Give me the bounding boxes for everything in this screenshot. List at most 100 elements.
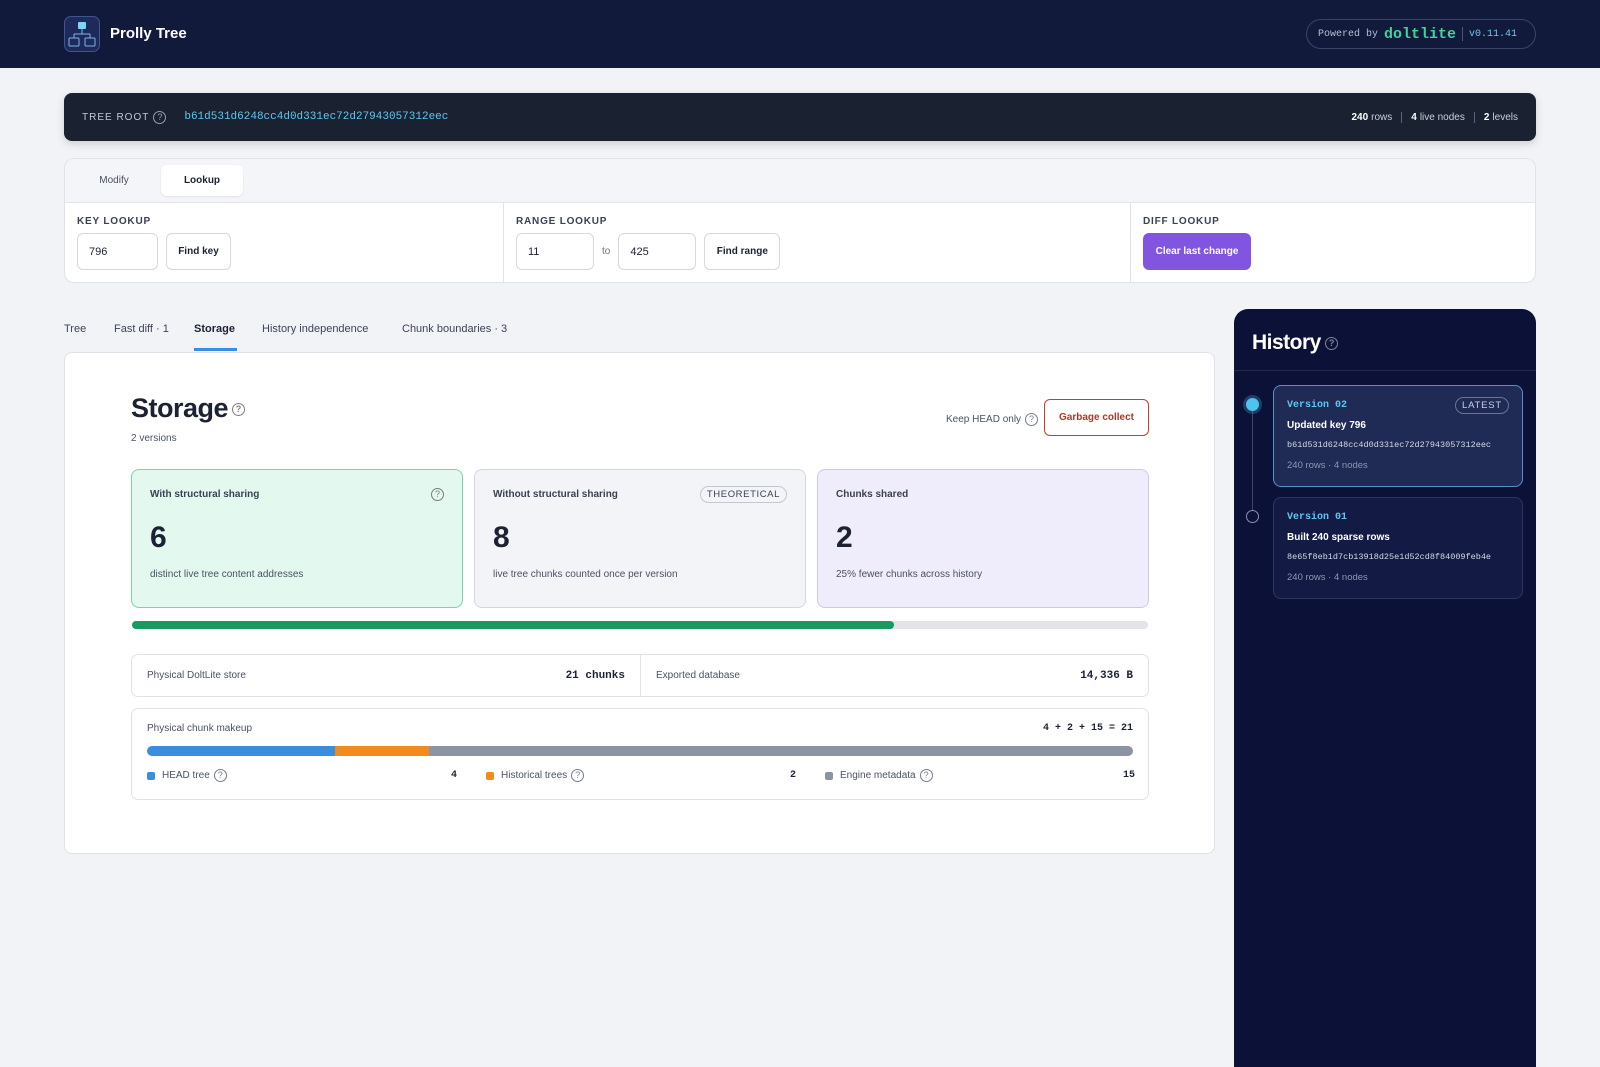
legend-item: Engine metadata? 15 <box>825 769 1135 782</box>
help-icon[interactable]: ? <box>213 769 227 782</box>
makeup-segment <box>334 746 429 756</box>
tree-root-bar: TREE ROOT ? b61d531d6248cc4d0d331ec72d27… <box>64 93 1536 141</box>
legend-name: Historical trees <box>501 770 568 781</box>
garbage-collect-button[interactable]: Garbage collect <box>1044 399 1149 436</box>
stat-card: With structural sharing? 6 distinct live t… <box>131 469 463 608</box>
key-input[interactable]: 796 <box>77 233 158 270</box>
version-meta: 240 rows · 4 nodes <box>1287 572 1368 583</box>
diff-lookup: DIFF LOOKUP Clear last change <box>1131 203 1535 282</box>
makeup-label: Physical chunk makeup <box>147 723 253 734</box>
version-badge: LATEST <box>1455 396 1509 414</box>
help-icon[interactable]: ? <box>232 403 246 417</box>
controls-tabs: Modify Lookup <box>65 159 1535 203</box>
legend-value: 2 <box>789 770 796 781</box>
help-icon[interactable]: ? <box>431 487 444 501</box>
makeup-legend: HEAD tree? 4 Historical trees? 2 Engine meta… <box>147 769 1135 782</box>
controls-card: Modify Lookup KEY LOOKUP 796 Find key RAN… <box>64 158 1536 283</box>
makeup-segment <box>147 746 335 756</box>
card-caption: live tree chunks counted once per versio… <box>493 569 678 580</box>
main-tab[interactable]: Fast diff · 1 <box>114 323 169 335</box>
version-meta: 240 rows · 4 nodes <box>1287 460 1368 471</box>
card-title: Chunks shared <box>836 488 909 500</box>
card-title: With structural sharing <box>150 488 260 500</box>
total-label: Exported database <box>656 670 740 681</box>
legend-swatch <box>825 771 833 780</box>
version-title: Updated key 796 <box>1287 420 1366 431</box>
tree-stats: 240 rows 4 live nodes 2 levels <box>1342 111 1518 123</box>
range-from-input[interactable]: 11 <box>516 233 594 270</box>
help-icon[interactable]: ? <box>1324 336 1338 350</box>
help-icon[interactable]: ? <box>153 110 167 124</box>
card-header: With structural sharing? <box>150 487 444 501</box>
main-tab[interactable]: History independence <box>262 323 369 335</box>
version-label: Version 02 <box>1287 399 1348 411</box>
app-title: Prolly Tree <box>110 25 187 42</box>
version-hash: b61d531d6248cc4d0d331ec72d27943057312eec <box>1287 440 1492 450</box>
tree-root-hash: b61d531d6248cc4d0d331ec72d27943057312eec <box>184 111 449 123</box>
makeup-bar <box>147 746 1133 756</box>
control-tab[interactable]: Modify <box>99 175 129 186</box>
main-tab[interactable]: Tree <box>64 323 87 335</box>
total-label: Physical DoltLite store <box>147 670 246 681</box>
version-header: Version 01 <box>1287 510 1509 524</box>
version: v0.11.41 <box>1469 28 1518 40</box>
legend-item: HEAD tree? 4 <box>147 769 475 782</box>
stat-label: rows <box>1371 111 1393 123</box>
section-label: RANGE LOOKUP <box>516 216 608 227</box>
stat-value: 4 <box>1411 111 1417 123</box>
help-icon[interactable]: ? <box>571 769 585 782</box>
makeup-box: Physical chunk makeup 4 + 2 + 15 = 21 HE… <box>131 708 1149 800</box>
makeup-segment <box>428 746 1133 756</box>
history-title: History? <box>1252 331 1338 355</box>
version-card[interactable]: Version 01 Built 240 sparse rows 8e65f8eb1… <box>1273 497 1523 599</box>
logo-icon <box>68 22 96 47</box>
range-to-input[interactable]: 425 <box>618 233 697 270</box>
top-bar: Prolly Tree Powered by doltlite v0.11.41 <box>0 0 1600 68</box>
legend-item: Historical trees? 2 <box>486 769 814 782</box>
card-value: 2 <box>836 521 853 554</box>
help-icon[interactable]: ? <box>919 769 933 782</box>
version-label: Version 01 <box>1287 511 1348 523</box>
sharing-track <box>132 621 1148 629</box>
tree-stat: 240 rows <box>1342 112 1401 123</box>
total-value: 14,336 B <box>1080 669 1133 682</box>
version-card[interactable]: Version 02 LATEST Updated key 796 b61d531d6… <box>1273 385 1523 487</box>
version-title: Built 240 sparse rows <box>1287 532 1390 543</box>
controls-body: KEY LOOKUP 796 Find key RANGE LOOKUP 11 … <box>65 203 1535 282</box>
tree-root-label: TREE ROOT <box>82 111 150 123</box>
brand: doltlite <box>1384 25 1457 43</box>
main-tab[interactable]: Storage <box>194 323 235 335</box>
legend-name: HEAD tree <box>162 770 210 781</box>
timeline-dot <box>1246 398 1259 411</box>
storage-title: Storage? <box>131 393 246 424</box>
legend-swatch <box>147 771 155 780</box>
storage-subtitle: 2 versions <box>131 433 177 444</box>
sharing-bar <box>132 621 894 629</box>
card-badge: THEORETICAL <box>699 485 787 503</box>
main-tab[interactable]: Chunk boundaries · 3 <box>402 323 508 335</box>
legend-name: Engine metadata <box>840 770 916 781</box>
keep-head-text: Keep HEAD only <box>946 414 1022 426</box>
timeline <box>1252 406 1253 518</box>
control-tab[interactable]: Lookup <box>161 165 243 196</box>
section-label: KEY LOOKUP <box>77 216 151 227</box>
clear-change-button[interactable]: Clear last change <box>1143 233 1251 270</box>
find-range-button[interactable]: Find range <box>704 233 781 270</box>
range-to-word: to <box>602 246 611 257</box>
find-key-button[interactable]: Find key <box>166 233 231 270</box>
help-icon[interactable]: ? <box>1025 413 1039 426</box>
logo <box>64 16 100 52</box>
card-header: Chunks shared <box>836 487 1130 501</box>
active-tab-underline <box>194 348 237 351</box>
total-cell: Physical DoltLite store 21 chunks <box>132 655 641 696</box>
total-cell: Exported database 14,336 B <box>641 655 1148 696</box>
stat-card: Chunks shared 2 25% fewer chunks across hi… <box>817 469 1149 608</box>
version-hash: 8e65f8eb1d7cb13918d25e1d52cd8f84009feb4e <box>1287 552 1492 562</box>
total-value: 21 chunks <box>565 669 625 682</box>
stat-value: 2 <box>1483 111 1490 123</box>
version-header: Version 02 LATEST <box>1287 396 1509 414</box>
card-value: 8 <box>493 521 510 554</box>
card-header: Without structural sharing THEORETICAL <box>493 485 787 503</box>
